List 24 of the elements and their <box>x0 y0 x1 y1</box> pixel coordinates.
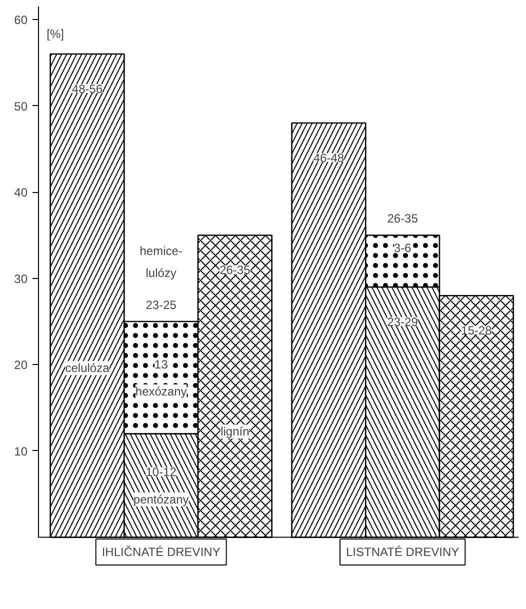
y-axis-title: [%] <box>46 27 64 42</box>
annotation: hemice- lulózy <box>140 244 182 280</box>
series-label: pentózany <box>133 492 189 506</box>
total-label: 23-25 <box>146 298 177 312</box>
data-label: 3-6 <box>394 240 412 255</box>
y-tick-label: 10 <box>14 444 28 458</box>
y-tick-label: 50 <box>14 99 28 114</box>
y-tick-label: 20 <box>14 358 28 372</box>
data-label: 15-28 <box>461 324 492 338</box>
text: LISTNATÉ DREVINY <box>346 544 460 559</box>
data-label: 48-56 <box>72 82 103 96</box>
series-label: hexózany <box>135 384 187 398</box>
data-label: 46-48 <box>313 151 344 166</box>
total-label: 26-35 <box>387 211 418 226</box>
data-label: 26-35 <box>220 263 251 278</box>
y-tick-label: 30 <box>14 272 28 286</box>
data-label: 10-12 <box>146 465 177 480</box>
data-label: 23-29 <box>387 315 418 330</box>
text: IHLIČNATÉ DREVINY <box>102 544 220 559</box>
series-label: lignín <box>220 424 250 439</box>
y-tick-label: 40 <box>14 186 28 200</box>
y-tick-label: 60 <box>14 12 28 27</box>
data-label: 13 <box>154 357 168 372</box>
series-label: celulóza <box>65 361 110 376</box>
